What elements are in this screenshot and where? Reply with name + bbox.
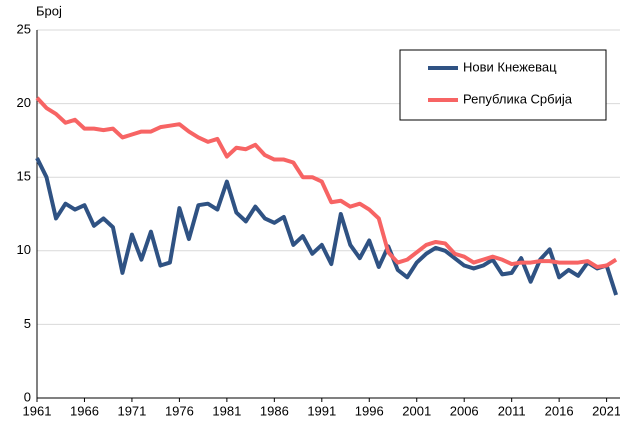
x-tick-label: 1986 (260, 403, 289, 418)
y-tick-label: 0 (24, 389, 31, 404)
x-tick-label: 1976 (165, 403, 194, 418)
x-tick-label: 2011 (498, 403, 526, 418)
x-tick-label: 1961 (23, 403, 52, 418)
x-tick-label: 2006 (450, 403, 479, 418)
x-tick-label: 2001 (402, 403, 431, 418)
y-tick-label: 25 (17, 21, 31, 36)
x-tick-label: 1981 (212, 403, 241, 418)
legend-label: Нови Кнежевац (463, 59, 557, 74)
series-line (35, 157, 619, 296)
y-tick-label: 15 (17, 169, 31, 184)
x-tick-label: 2021 (592, 403, 620, 418)
y-tick-label: 5 (24, 316, 31, 331)
x-tick-label: 1991 (307, 403, 336, 418)
y-tick-label: 10 (17, 242, 31, 257)
x-tick-label: 1996 (355, 403, 384, 418)
series-line (35, 96, 618, 269)
legend-box (399, 49, 607, 121)
y-axis-label: Број (36, 3, 62, 18)
x-tick-label: 1971 (117, 403, 146, 418)
x-tick-label: 2016 (545, 403, 574, 418)
y-tick-label: 20 (17, 95, 31, 110)
x-tick-label: 1966 (70, 403, 99, 418)
legend-label: Република Србија (463, 91, 573, 106)
